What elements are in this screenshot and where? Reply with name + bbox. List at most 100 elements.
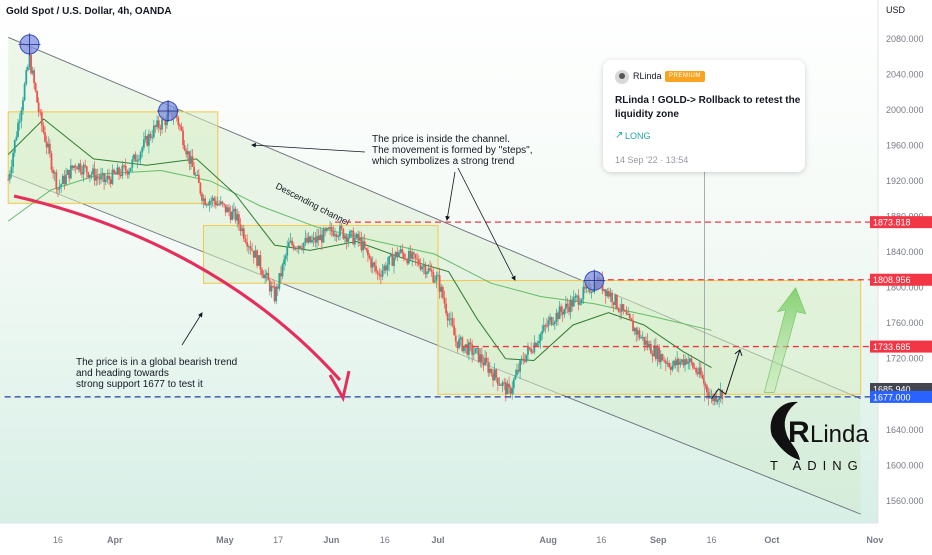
candle-body [715,395,717,402]
candle-body [495,369,498,378]
candle-body [50,153,53,170]
x-tick-label: 17 [273,535,283,545]
candle-body [552,323,555,325]
candle-body [656,347,659,360]
y-tick-label: 2040.000 [886,70,924,80]
idea-author[interactable]: RLinda [633,71,662,81]
candle-body [322,228,325,243]
y-tick-label: 1960.000 [886,141,924,151]
candle-body [517,369,520,372]
candle-body [202,198,205,201]
candle-body [339,225,341,237]
candle-body [264,274,267,279]
candle-body [685,359,688,364]
candle-body [469,342,472,345]
candle-body [141,147,144,153]
candle-body [136,160,139,162]
idea-card[interactable]: RLinda PREMIUM RLinda ! GOLD-> Rollback … [603,60,805,172]
candle-body [216,203,219,206]
candle-body [421,266,424,270]
candle-body [409,250,412,259]
candle-body [194,174,197,176]
candle-body [63,175,66,185]
bearish-curve [13,194,342,382]
candle-body [448,319,451,321]
candle-body [249,246,252,250]
candle-body [210,200,213,202]
candle-body [490,368,493,374]
idea-title[interactable]: RLinda ! GOLD-> Rollback to retest the l… [615,95,801,120]
candle-body [196,174,199,176]
candle-body [257,255,260,266]
candle-body [191,156,194,167]
candle-body [603,289,606,291]
candle-body [695,368,698,373]
candle-body [185,150,188,155]
candle-body [378,273,381,276]
candle-body [506,383,509,395]
candle-body [710,395,713,397]
candle-body [370,258,373,268]
candle-body [52,169,54,174]
candle-body [512,379,515,389]
candle-body [584,286,586,289]
candle-body [633,328,636,332]
candle-body [345,235,348,242]
candle-body [437,275,439,277]
candle-body [401,249,404,254]
candle-body [432,272,435,283]
candle-body [12,152,15,167]
candle-body [276,286,279,289]
candle-body [383,265,386,271]
candle-body [386,264,389,271]
candle-body [620,304,623,312]
candle-body [488,368,491,373]
candle-body [582,286,585,300]
candle-body [214,201,217,206]
candle-body [98,177,101,180]
candle-body [661,354,664,361]
candle-body [228,207,230,212]
annotation-arrow-1 [251,142,366,153]
candle-body [106,175,109,180]
candle-body [342,228,345,239]
candle-body [350,230,353,232]
candle-body [312,237,315,240]
candle-body [8,173,11,180]
candle-body [553,321,556,324]
candle-body [28,54,31,68]
projection-arrowhead [734,349,743,357]
candle-body [44,132,46,142]
candle-body [85,166,88,173]
candle-body [399,249,402,253]
candle-body [302,242,305,249]
candle-body [471,344,474,355]
candle-body [69,165,72,179]
candle-body [92,168,94,175]
candle-body [262,274,265,279]
candle-body [619,311,622,313]
candle-body [286,247,289,256]
candle-body [178,125,181,127]
candle-body [68,169,71,179]
candle-body [186,151,189,155]
candle-body [365,247,368,250]
candle-body [373,262,376,266]
candle-body [438,275,441,292]
candle-body [546,325,548,327]
y-tick-label: 1600.000 [886,460,924,470]
candle-body [549,317,551,321]
candle-body [453,325,456,336]
candle-body [157,120,160,128]
candle-body [389,253,392,257]
candle-body [564,303,567,310]
price-tag-box [870,390,932,403]
candle-body [669,367,672,370]
candle-body [429,268,432,271]
candle-body [704,383,707,386]
price-tag-box [870,216,932,229]
candle-body [577,295,580,305]
candle-body [113,169,115,174]
candle-body [287,242,290,248]
